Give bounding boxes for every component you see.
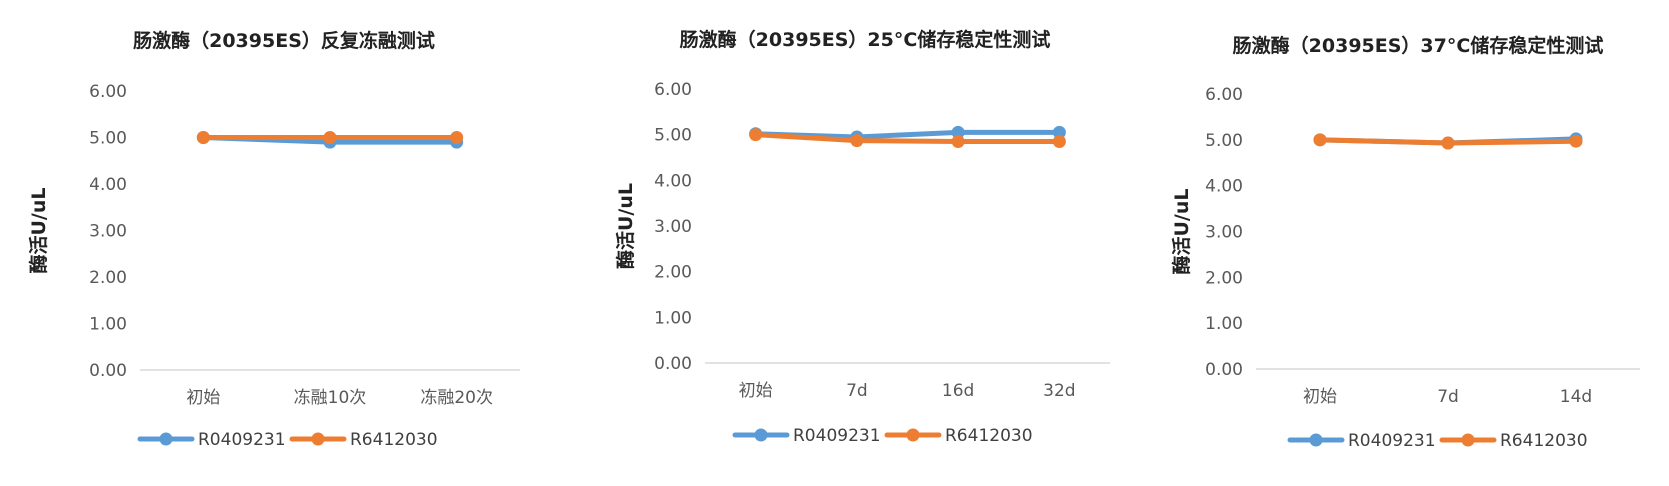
legend-label: R0409231: [793, 426, 881, 446]
legend-label: R6412030: [350, 430, 438, 450]
x-tick-label: 冻融20次: [420, 388, 493, 408]
y-tick-label: 6.00: [1205, 85, 1243, 105]
legend-label: R6412030: [1500, 431, 1588, 451]
y-axis-label: 酶活U/uL: [1170, 188, 1193, 274]
y-tick-label: 2.00: [89, 268, 127, 288]
legend-item-1: R0409231: [137, 430, 286, 450]
y-tick-label: 3.00: [89, 222, 127, 242]
y-tick-label: 4.00: [654, 171, 692, 191]
chart-title: 肠激酶（20395ES）37°C储存稳定性测试: [1233, 34, 1604, 57]
chart-title: 肠激酶（20395ES）反复冻融测试: [133, 29, 435, 52]
y-tick-label: 3.00: [654, 217, 692, 237]
data-point: [1313, 133, 1327, 147]
legend-swatch-marker: [159, 432, 173, 446]
legend-swatch-marker: [1309, 433, 1323, 447]
data-point: [951, 125, 965, 139]
x-tick-label: 32d: [1043, 381, 1075, 401]
y-tick-label: 0.00: [1205, 360, 1243, 380]
x-tick-label: 14d: [1560, 387, 1592, 407]
series-line-2: [753, 132, 1062, 145]
y-tick-label: 5.00: [654, 126, 692, 146]
legend-item-1: R0409231: [1287, 431, 1436, 451]
legend-item-2: R6412030: [1439, 431, 1588, 451]
y-tick-label: 4.00: [89, 175, 127, 195]
legend-label: R6412030: [945, 426, 1033, 446]
y-tick-label: 5.00: [1205, 131, 1243, 151]
x-tick-label: 7d: [846, 381, 868, 401]
y-tick-label: 3.00: [1205, 223, 1243, 243]
data-point: [450, 131, 464, 144]
legend-swatch-marker: [1461, 433, 1475, 447]
legend-swatch-marker: [754, 428, 768, 442]
y-tick-label: 1.00: [654, 308, 692, 328]
x-tick-label: 16d: [942, 381, 974, 401]
data-point: [749, 128, 763, 142]
legend-label: R0409231: [198, 430, 286, 450]
legend-label: R0409231: [1348, 431, 1436, 451]
data-point: [1052, 125, 1066, 139]
chart-title: 肠激酶（20395ES）25°C储存稳定性测试: [680, 28, 1051, 51]
legend-item-2: R6412030: [884, 426, 1033, 446]
x-tick-label: 初始: [1303, 387, 1337, 407]
x-tick-label: 初始: [739, 381, 773, 401]
y-tick-label: 2.00: [654, 263, 692, 283]
x-tick-label: 7d: [1437, 387, 1459, 407]
y-tick-label: 2.00: [1205, 268, 1243, 288]
y-tick-label: 4.00: [1205, 177, 1243, 197]
data-point: [1052, 135, 1066, 149]
data-point: [1441, 136, 1455, 150]
legend-swatch-marker: [311, 432, 325, 446]
y-tick-label: 5.00: [89, 129, 127, 149]
data-point: [196, 131, 210, 144]
y-tick-label: 6.00: [89, 82, 127, 102]
legend-item-1: R0409231: [732, 426, 881, 446]
x-tick-label: 初始: [186, 388, 220, 408]
y-axis-label: 酶活U/uL: [614, 183, 637, 269]
y-tick-label: 1.00: [1205, 314, 1243, 334]
data-point: [323, 131, 337, 144]
y-tick-label: 0.00: [89, 361, 127, 381]
x-tick-label: 冻融10次: [294, 388, 367, 408]
data-point: [1569, 134, 1583, 148]
legend-swatch-marker: [906, 428, 920, 442]
legend-item-2: R6412030: [289, 430, 438, 450]
y-tick-label: 6.00: [654, 80, 692, 100]
y-tick-label: 0.00: [654, 354, 692, 374]
data-point: [850, 134, 864, 148]
y-tick-label: 1.00: [89, 315, 127, 335]
data-point: [951, 135, 965, 149]
y-axis-label: 酶活U/uL: [27, 187, 50, 273]
